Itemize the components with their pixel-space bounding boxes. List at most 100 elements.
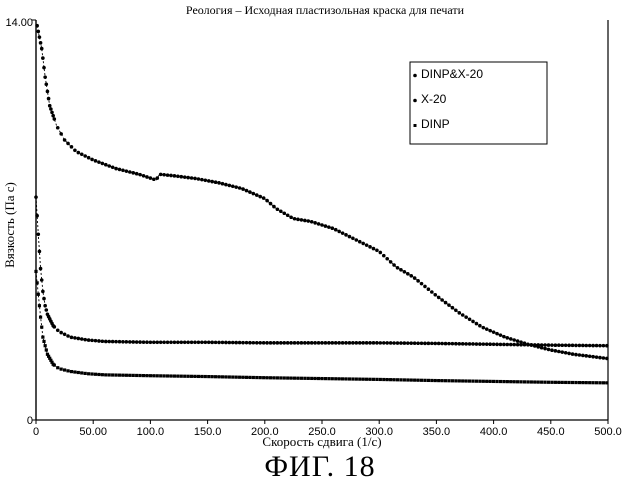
data-point: [176, 375, 179, 378]
data-point: [197, 340, 201, 344]
data-point: [142, 374, 145, 377]
data-point: [234, 185, 238, 189]
data-point: [101, 373, 104, 376]
data-point: [578, 344, 582, 348]
data-point: [87, 372, 90, 375]
data-point: [362, 378, 365, 381]
data-point: [255, 193, 259, 197]
data-point: [149, 374, 152, 377]
data-point: [125, 340, 129, 344]
data-point: [444, 301, 448, 305]
data-point: [217, 341, 221, 345]
data-point: [60, 368, 63, 371]
data-point: [457, 311, 461, 315]
data-point: [523, 380, 526, 383]
data-point: [355, 238, 359, 242]
data-point: [59, 132, 63, 136]
data-point: [330, 341, 334, 345]
data-point: [492, 380, 495, 383]
data-point: [286, 376, 289, 379]
data-point: [351, 341, 355, 345]
data-point: [327, 225, 331, 229]
data-point: [348, 235, 352, 239]
data-point: [279, 376, 282, 379]
data-point: [372, 341, 376, 345]
data-point: [104, 163, 108, 167]
data-point: [248, 190, 252, 194]
data-point: [197, 375, 200, 378]
y-tick-label: 14.00: [5, 17, 33, 29]
data-point: [228, 375, 231, 378]
data-point: [382, 341, 386, 345]
data-point: [35, 214, 39, 218]
data-point: [351, 377, 354, 380]
data-point: [73, 370, 76, 373]
data-point: [598, 356, 602, 360]
data-point: [461, 379, 464, 382]
data-point: [56, 366, 59, 369]
data-point: [231, 341, 235, 345]
data-point: [375, 341, 379, 345]
data-point: [121, 168, 125, 172]
data-point: [399, 341, 403, 345]
data-point: [36, 232, 40, 236]
data-point: [40, 326, 43, 329]
data-point: [468, 342, 472, 346]
data-point: [265, 341, 269, 345]
data-point: [114, 373, 117, 376]
data-point: [77, 371, 80, 374]
data-point: [598, 344, 602, 348]
data-point: [330, 226, 334, 230]
data-point: [478, 342, 482, 346]
data-point: [413, 276, 417, 280]
data-point: [179, 340, 183, 344]
data-point: [317, 341, 321, 345]
x-tick-label: 400.0: [480, 426, 508, 438]
data-point: [365, 243, 369, 247]
series-line: [36, 271, 608, 383]
data-point: [344, 377, 347, 380]
data-point: [557, 343, 561, 347]
data-point: [485, 327, 489, 331]
data-point: [372, 378, 375, 381]
data-point: [317, 377, 320, 380]
data-point: [241, 341, 245, 345]
data-point: [173, 340, 177, 344]
data-point: [245, 341, 249, 345]
data-point: [44, 308, 48, 312]
data-point: [444, 379, 447, 382]
data-point: [602, 344, 606, 348]
data-point: [406, 272, 410, 276]
data-point: [80, 371, 83, 374]
x-axis-label: Скорость сдвига (1/с): [262, 434, 381, 449]
data-point: [70, 336, 74, 340]
data-point: [210, 180, 214, 184]
data-point: [495, 380, 498, 383]
series-1: [34, 195, 608, 347]
data-point: [269, 202, 273, 206]
data-point: [550, 348, 554, 352]
data-point: [564, 343, 568, 347]
data-point: [282, 341, 286, 345]
data-point: [42, 340, 45, 343]
data-point: [46, 90, 50, 94]
legend-label: DINP: [421, 117, 450, 131]
data-point: [53, 325, 57, 329]
data-point: [591, 355, 595, 359]
data-point: [272, 376, 275, 379]
data-point: [149, 340, 153, 344]
data-point: [420, 282, 424, 286]
data-point: [437, 342, 441, 346]
data-point: [44, 344, 47, 347]
data-point: [36, 281, 39, 284]
data-point: [173, 174, 177, 178]
data-point: [506, 336, 510, 340]
data-point: [492, 330, 496, 334]
data-point: [214, 341, 218, 345]
data-point: [262, 341, 266, 345]
data-point: [300, 377, 303, 380]
data-point: [279, 341, 283, 345]
data-point: [272, 341, 276, 345]
data-point: [540, 343, 544, 347]
data-point: [451, 342, 455, 346]
